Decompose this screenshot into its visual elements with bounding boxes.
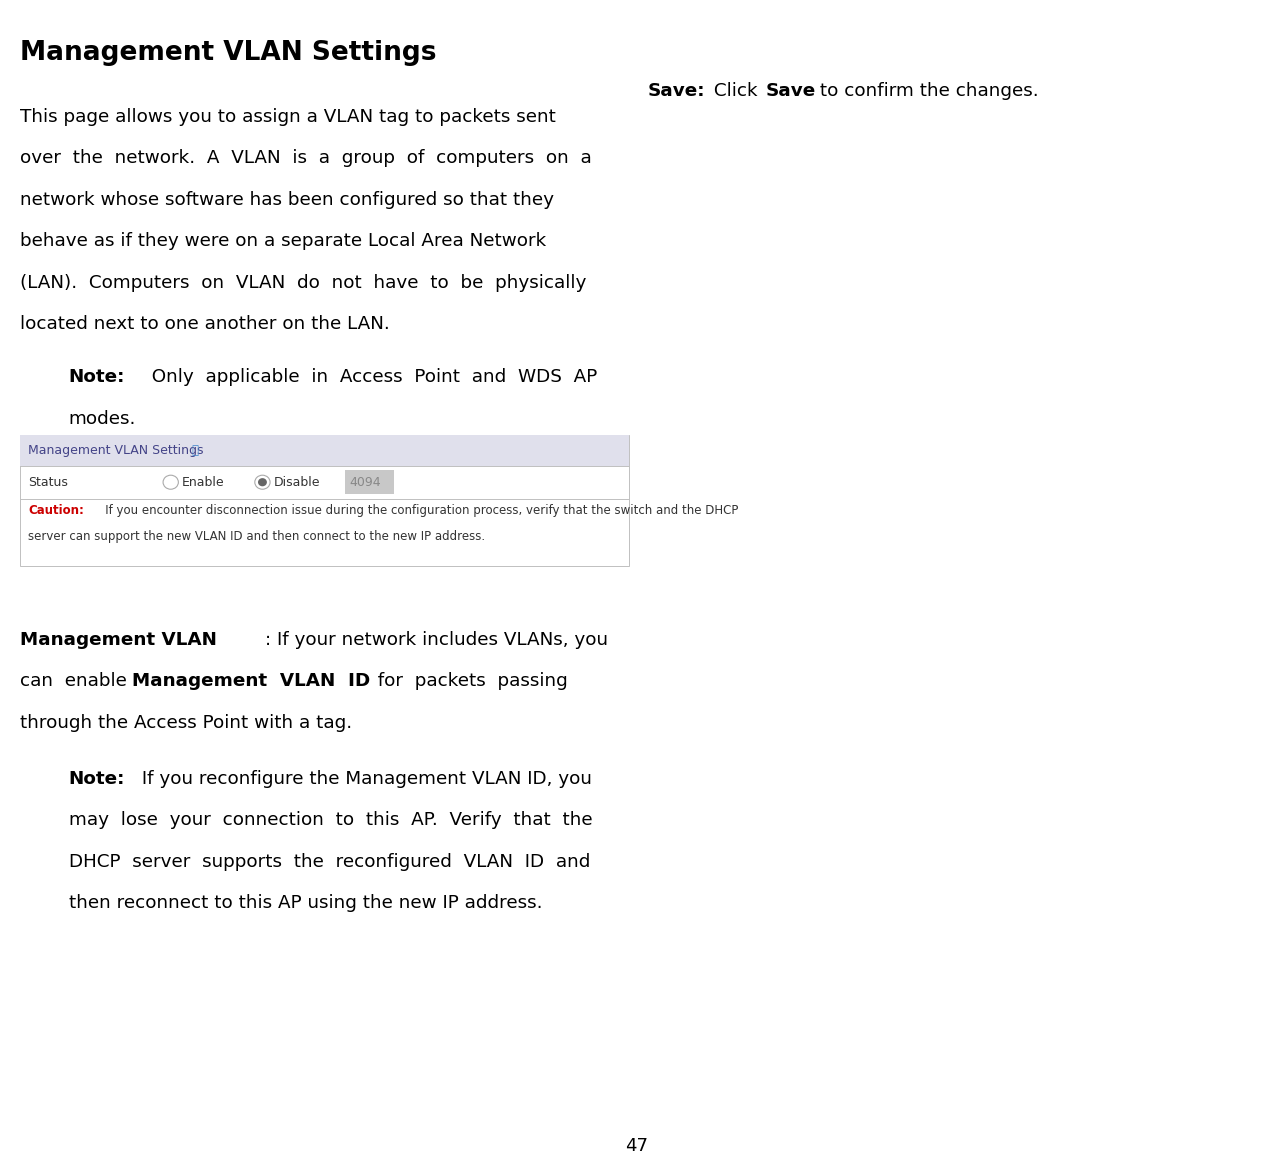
Text: : If your network includes VLANs, you: : If your network includes VLANs, you [265,631,608,649]
Text: Only  applicable  in  Access  Point  and  WDS  AP: Only applicable in Access Point and WDS … [140,368,598,386]
Text: may  lose  your  connection  to  this  AP.  Verify  that  the: may lose your connection to this AP. Ver… [69,811,592,829]
Text: Management VLAN: Management VLAN [20,631,218,649]
Text: then reconnect to this AP using the new IP address.: then reconnect to this AP using the new … [69,894,543,912]
Text: through the Access Point with a tag.: through the Access Point with a tag. [20,713,353,732]
Text: Save: Save [766,82,815,99]
Circle shape [255,475,270,489]
Text: Management VLAN Settings: Management VLAN Settings [20,40,437,65]
Text: ⓘ: ⓘ [191,444,197,457]
Text: over  the  network.  A  VLAN  is  a  group  of  computers  on  a: over the network. A VLAN is a group of c… [20,150,592,167]
Text: Caution:: Caution: [28,505,84,518]
FancyBboxPatch shape [345,470,394,494]
FancyBboxPatch shape [20,436,629,466]
Text: can  enable: can enable [20,672,134,690]
Text: Note:: Note: [69,368,125,386]
Text: Enable: Enable [182,476,224,489]
Text: located next to one another on the LAN.: located next to one another on the LAN. [20,314,390,333]
Text: 4094: 4094 [349,476,381,489]
Text: DHCP  server  supports  the  reconfigured  VLAN  ID  and: DHCP server supports the reconfigured VL… [69,852,590,871]
Text: server can support the new VLAN ID and then connect to the new IP address.: server can support the new VLAN ID and t… [28,531,485,544]
Text: for  packets  passing: for packets passing [366,672,567,690]
Text: Management  VLAN  ID: Management VLAN ID [132,672,371,690]
Text: network whose software has been configured so that they: network whose software has been configur… [20,191,554,208]
Text: 47: 47 [626,1136,648,1155]
Text: Management VLAN Settings: Management VLAN Settings [28,444,204,457]
Text: (LAN).  Computers  on  VLAN  do  not  have  to  be  physically: (LAN). Computers on VLAN do not have to … [20,274,587,291]
Text: Note:: Note: [69,769,125,788]
Text: This page allows you to assign a VLAN tag to packets sent: This page allows you to assign a VLAN ta… [20,108,557,125]
Text: If you encounter disconnection issue during the configuration process, verify th: If you encounter disconnection issue dur… [94,505,739,518]
Circle shape [257,478,268,486]
Text: Status: Status [28,476,68,489]
Text: If you reconfigure the Management VLAN ID, you: If you reconfigure the Management VLAN I… [136,769,592,788]
Circle shape [163,475,178,489]
FancyBboxPatch shape [20,436,629,566]
Text: behave as if they were on a separate Local Area Network: behave as if they were on a separate Loc… [20,233,547,250]
Text: to confirm the changes.: to confirm the changes. [814,82,1038,99]
Text: modes.: modes. [69,409,136,428]
Text: Click: Click [708,82,764,99]
Text: Disable: Disable [274,476,320,489]
Text: Save:: Save: [647,82,705,99]
